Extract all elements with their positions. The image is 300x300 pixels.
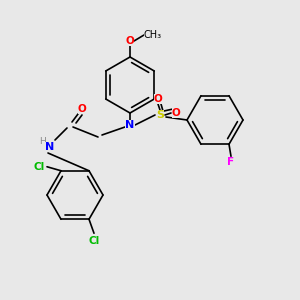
Text: O: O <box>154 94 162 104</box>
Text: N: N <box>125 120 135 130</box>
Text: N: N <box>45 142 55 152</box>
Text: H: H <box>39 136 45 146</box>
Text: Cl: Cl <box>33 162 45 172</box>
Text: S: S <box>156 110 164 120</box>
Text: O: O <box>78 104 86 114</box>
Text: Cl: Cl <box>88 236 100 246</box>
Text: F: F <box>227 157 235 167</box>
Text: O: O <box>126 36 134 46</box>
Text: O: O <box>172 108 180 118</box>
Text: CH₃: CH₃ <box>144 30 162 40</box>
